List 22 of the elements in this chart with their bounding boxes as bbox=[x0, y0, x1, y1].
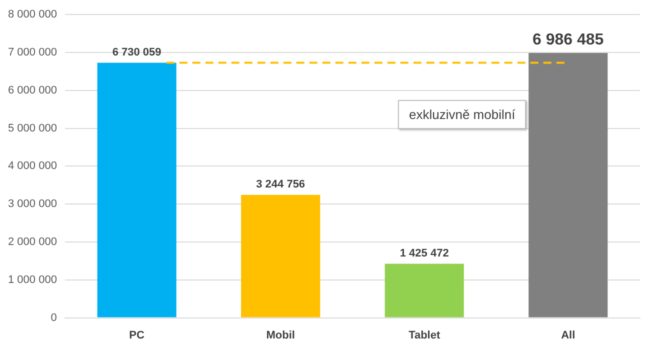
annotation: exkluzivně mobilní bbox=[398, 100, 526, 129]
y-tick-label: 0 bbox=[50, 312, 57, 324]
data-label: 1 425 472 bbox=[400, 247, 449, 260]
y-tick-label: 3 000 000 bbox=[8, 198, 57, 210]
bar bbox=[97, 62, 176, 318]
y-tick-label: 1 000 000 bbox=[8, 274, 57, 286]
y-tick-label: 4 000 000 bbox=[8, 160, 57, 172]
bar bbox=[241, 194, 320, 318]
x-tick-label: PC bbox=[129, 329, 145, 342]
y-tick-label: 2 000 000 bbox=[8, 236, 57, 248]
bar bbox=[528, 53, 608, 318]
y-tick-label: 7 000 000 bbox=[8, 46, 57, 59]
data-label: 6 986 485 bbox=[532, 31, 604, 48]
y-tick-label: 6 000 000 bbox=[8, 84, 57, 96]
bar bbox=[384, 264, 464, 318]
x-tick-label: Mobil bbox=[266, 329, 295, 342]
y-tick-label: 8 000 000 bbox=[8, 8, 57, 21]
x-tick-label: Tablet bbox=[408, 329, 440, 342]
data-label: 3 244 756 bbox=[256, 178, 306, 190]
data-label: 6 730 059 bbox=[112, 46, 162, 58]
x-tick-label: All bbox=[561, 329, 576, 342]
y-tick-label: 5 000 000 bbox=[8, 122, 57, 134]
